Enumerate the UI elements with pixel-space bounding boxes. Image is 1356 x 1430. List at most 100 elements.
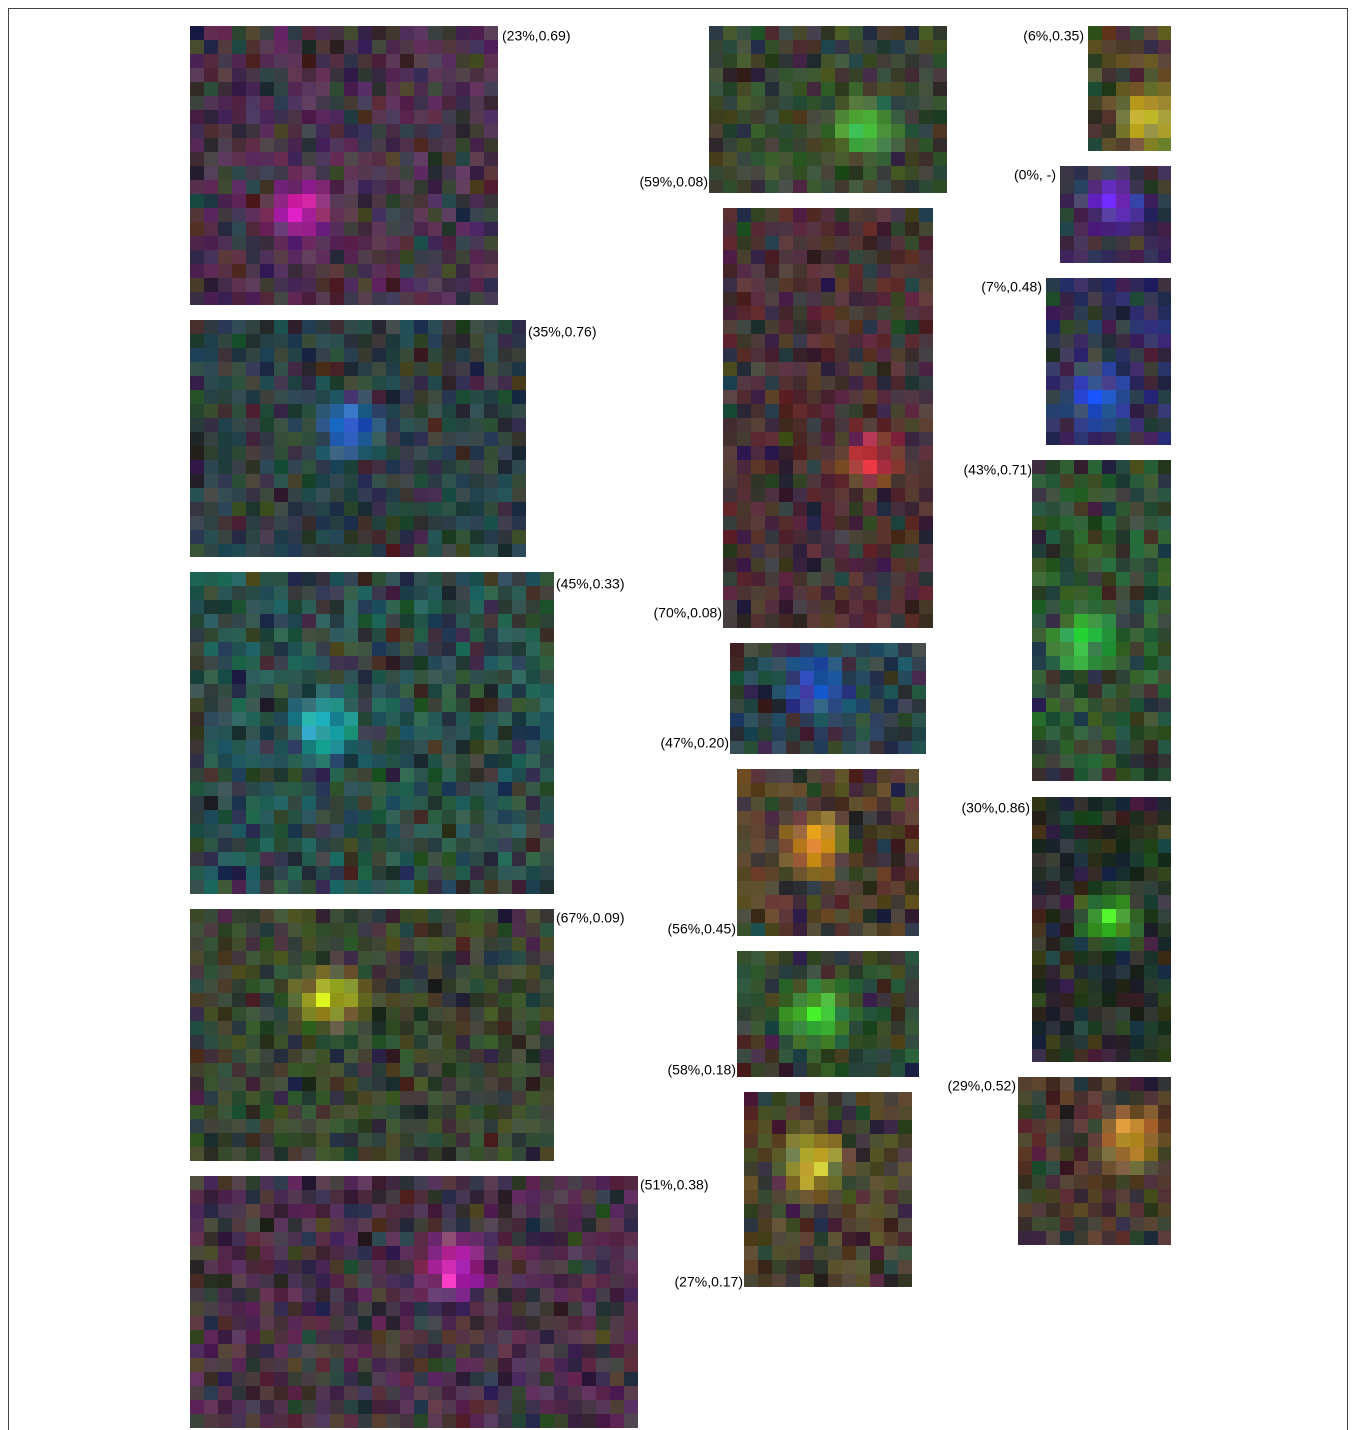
pixel xyxy=(786,1260,800,1274)
pixel xyxy=(526,768,540,782)
pixel xyxy=(1088,993,1102,1007)
pixel xyxy=(218,488,232,502)
pixel xyxy=(1074,334,1088,348)
pixel xyxy=(512,362,526,376)
pixel xyxy=(814,1120,828,1134)
pixel xyxy=(204,670,218,684)
pixel xyxy=(190,782,204,796)
pixel xyxy=(793,965,807,979)
pixel xyxy=(1116,278,1130,292)
pixel xyxy=(807,839,821,853)
pixel xyxy=(498,1133,512,1147)
pixel xyxy=(870,1092,884,1106)
pixel xyxy=(386,82,400,96)
pixel xyxy=(1116,530,1130,544)
pixel xyxy=(800,1232,814,1246)
pixel xyxy=(610,1372,624,1386)
pixel xyxy=(344,880,358,894)
pixel xyxy=(737,951,751,965)
pixel xyxy=(428,628,442,642)
pixel xyxy=(288,656,302,670)
pixel xyxy=(232,740,246,754)
pixel xyxy=(470,852,484,866)
pixel xyxy=(400,866,414,880)
pixel xyxy=(484,698,498,712)
pixel xyxy=(582,1372,596,1386)
pixel xyxy=(905,166,919,180)
pixel xyxy=(1102,895,1116,909)
pixel xyxy=(456,1147,470,1161)
pixel xyxy=(1144,1189,1158,1203)
pixel xyxy=(302,1218,316,1232)
pixel xyxy=(260,1077,274,1091)
pixel xyxy=(190,642,204,656)
pixel xyxy=(1144,825,1158,839)
pixel xyxy=(330,1302,344,1316)
pixel xyxy=(190,1077,204,1091)
pixel xyxy=(386,138,400,152)
pixel xyxy=(793,152,807,166)
pixel xyxy=(821,250,835,264)
pixel xyxy=(316,993,330,1007)
pixel xyxy=(1074,1077,1088,1091)
pixel xyxy=(512,951,526,965)
pixel xyxy=(1032,1203,1046,1217)
pixel xyxy=(1144,754,1158,768)
pixel xyxy=(288,824,302,838)
pixel xyxy=(232,460,246,474)
pixel xyxy=(884,1218,898,1232)
pixel xyxy=(765,488,779,502)
pixel xyxy=(814,1204,828,1218)
pixel xyxy=(737,152,751,166)
pixel xyxy=(1060,1189,1074,1203)
pixel xyxy=(1158,1049,1171,1062)
pixel xyxy=(891,362,905,376)
pixel xyxy=(877,951,891,965)
pixel xyxy=(246,1119,260,1133)
pixel xyxy=(288,138,302,152)
pixel xyxy=(1060,166,1074,180)
pixel xyxy=(204,1077,218,1091)
pixel xyxy=(246,909,260,923)
pixel xyxy=(1088,825,1102,839)
pixel xyxy=(442,726,456,740)
pixel xyxy=(1130,1049,1144,1062)
pixel xyxy=(470,1035,484,1049)
pixel xyxy=(891,376,905,390)
pixel xyxy=(442,1344,456,1358)
pixel xyxy=(330,1204,344,1218)
pixel xyxy=(456,698,470,712)
pixel xyxy=(274,544,288,557)
pixel xyxy=(498,1007,512,1021)
pixel xyxy=(793,951,807,965)
pixel xyxy=(610,1204,624,1218)
pixel xyxy=(484,1316,498,1330)
pixel xyxy=(1046,404,1060,418)
pixel xyxy=(288,1386,302,1400)
pixel xyxy=(1074,586,1088,600)
pixel xyxy=(919,502,933,516)
pixel xyxy=(1088,1105,1102,1119)
pixel xyxy=(709,54,723,68)
pixel xyxy=(456,1119,470,1133)
pixel xyxy=(372,1246,386,1260)
pixel xyxy=(737,1049,751,1063)
pixel xyxy=(344,488,358,502)
pixel xyxy=(246,586,260,600)
pixel xyxy=(288,1204,302,1218)
pixel xyxy=(1088,1035,1102,1049)
pixel xyxy=(821,769,835,783)
pixel xyxy=(807,979,821,993)
pixel xyxy=(470,740,484,754)
pixel xyxy=(204,1133,218,1147)
pixel xyxy=(905,138,919,152)
pixel xyxy=(821,881,835,895)
pixel xyxy=(1032,951,1046,965)
pixel xyxy=(919,40,933,54)
pixel xyxy=(751,96,765,110)
pixel xyxy=(821,853,835,867)
pixel xyxy=(919,614,933,628)
pixel xyxy=(260,502,274,516)
pixel xyxy=(751,26,765,40)
pixel xyxy=(456,292,470,305)
